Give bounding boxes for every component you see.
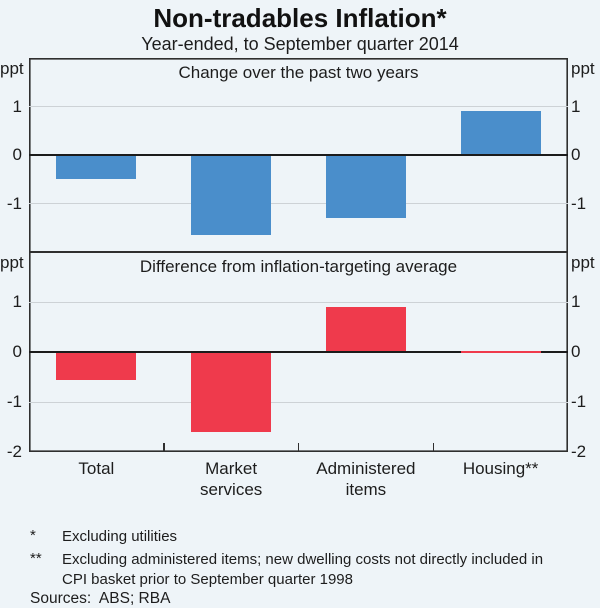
bar-housing <box>460 111 541 155</box>
footnote-1-text: Excluding utilities <box>62 528 178 545</box>
y-tick-label-right: 1 <box>571 292 581 311</box>
panel-title-top: Change over the past two years <box>178 63 419 82</box>
y-tick-label-right: 1 <box>571 96 581 116</box>
category-label-market-services: Market services <box>199 459 263 499</box>
y-tick-label-right: 0 <box>571 342 581 361</box>
bar-total <box>56 155 137 180</box>
plot-area: Change over the past two years Differenc… <box>29 58 568 452</box>
gridline <box>29 203 568 204</box>
y-tick-label-right: -1 <box>571 392 587 411</box>
y-tick-label-left: -1 <box>6 392 22 411</box>
x-axis-tick <box>432 443 434 451</box>
bar-market-services <box>191 155 272 236</box>
unit-label-left: ppt <box>0 59 24 78</box>
unit-label-left: ppt <box>0 253 24 272</box>
bar-market-services <box>191 352 272 432</box>
gridline <box>29 301 568 303</box>
y-tick-label-right: -1 <box>571 193 587 213</box>
panel-divider <box>29 251 568 253</box>
unit-label-right: ppt <box>571 253 595 272</box>
x-axis-tick <box>163 443 165 451</box>
bar-housing <box>460 350 541 354</box>
gridline <box>29 106 568 107</box>
y-tick-label-left: 0 <box>12 342 22 361</box>
panel-title-bottom: Difference from inflation-targeting aver… <box>139 257 458 276</box>
page-subtitle: Year-ended, to September quarter 2014 <box>141 34 459 54</box>
bar-administered-items <box>325 155 406 219</box>
sources-label: Sources: ABS; RBA <box>30 590 171 607</box>
footnote-2-text: Excluding administered items; new dwelli… <box>62 551 544 588</box>
page-title: Non-tradables Inflation* <box>153 3 447 33</box>
footnote-2-marker: ** <box>30 550 42 567</box>
category-label-administered-items: Administered items <box>316 459 416 499</box>
unit-label-right: ppt <box>571 59 595 78</box>
bar-total <box>56 352 137 380</box>
y-tick-label-left: -1 <box>6 193 22 213</box>
category-label-total: Total <box>78 459 115 478</box>
y-tick-label-right: 0 <box>571 145 581 164</box>
category-label-housing: Housing** <box>462 459 539 478</box>
y-tick-label-right: -2 <box>571 442 587 461</box>
footnote-1-marker: * <box>30 527 36 544</box>
zero-line <box>29 154 568 156</box>
y-tick-label-left: -2 <box>6 442 22 461</box>
zero-line <box>29 351 568 353</box>
gridline <box>29 401 568 403</box>
y-tick-label-left: 1 <box>12 292 22 311</box>
bar-administered-items <box>325 307 406 352</box>
x-axis-tick <box>297 443 300 451</box>
y-tick-label-left: 0 <box>12 145 22 164</box>
y-tick-label-left: 1 <box>12 96 22 116</box>
